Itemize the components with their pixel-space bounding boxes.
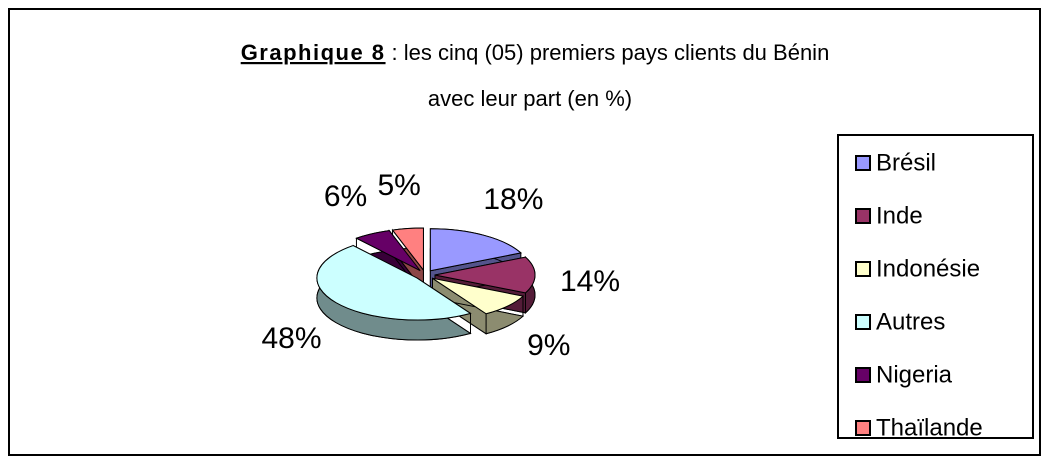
title-line: avec leur part (en %) [428, 86, 632, 111]
data-label: 6% [324, 180, 367, 213]
legend-swatch [855, 314, 871, 330]
legend-label: Indonésie [876, 255, 980, 282]
chart-title: Graphique 8: les cinq (05) premiers pays… [241, 40, 830, 65]
data-label: 48% [261, 322, 321, 355]
data-label: 5% [378, 169, 421, 202]
legend-swatch [855, 420, 871, 436]
legend-label: Brésil [876, 149, 936, 176]
legend-swatch [855, 261, 871, 277]
slice [434, 256, 536, 294]
slice [316, 245, 472, 321]
title-line: : les cinq (05) premiers pays clients du… [392, 40, 830, 65]
legend-box [837, 134, 1034, 439]
slice [391, 227, 424, 272]
legend-label: Autres [876, 308, 945, 335]
title-label: Graphique 8 [241, 40, 386, 65]
legend-swatch [855, 155, 871, 171]
data-label: 18% [483, 183, 543, 216]
legend-label: Thaïlande [876, 414, 983, 441]
legend-swatch [855, 208, 871, 224]
data-label: 14% [560, 265, 620, 298]
legend-swatch [855, 367, 871, 383]
data-label: 9% [527, 329, 570, 362]
slice [355, 230, 421, 272]
slice [432, 277, 525, 315]
legend-label: Inde [876, 202, 923, 229]
legend-label: Nigeria [876, 361, 953, 388]
slice [429, 228, 522, 272]
